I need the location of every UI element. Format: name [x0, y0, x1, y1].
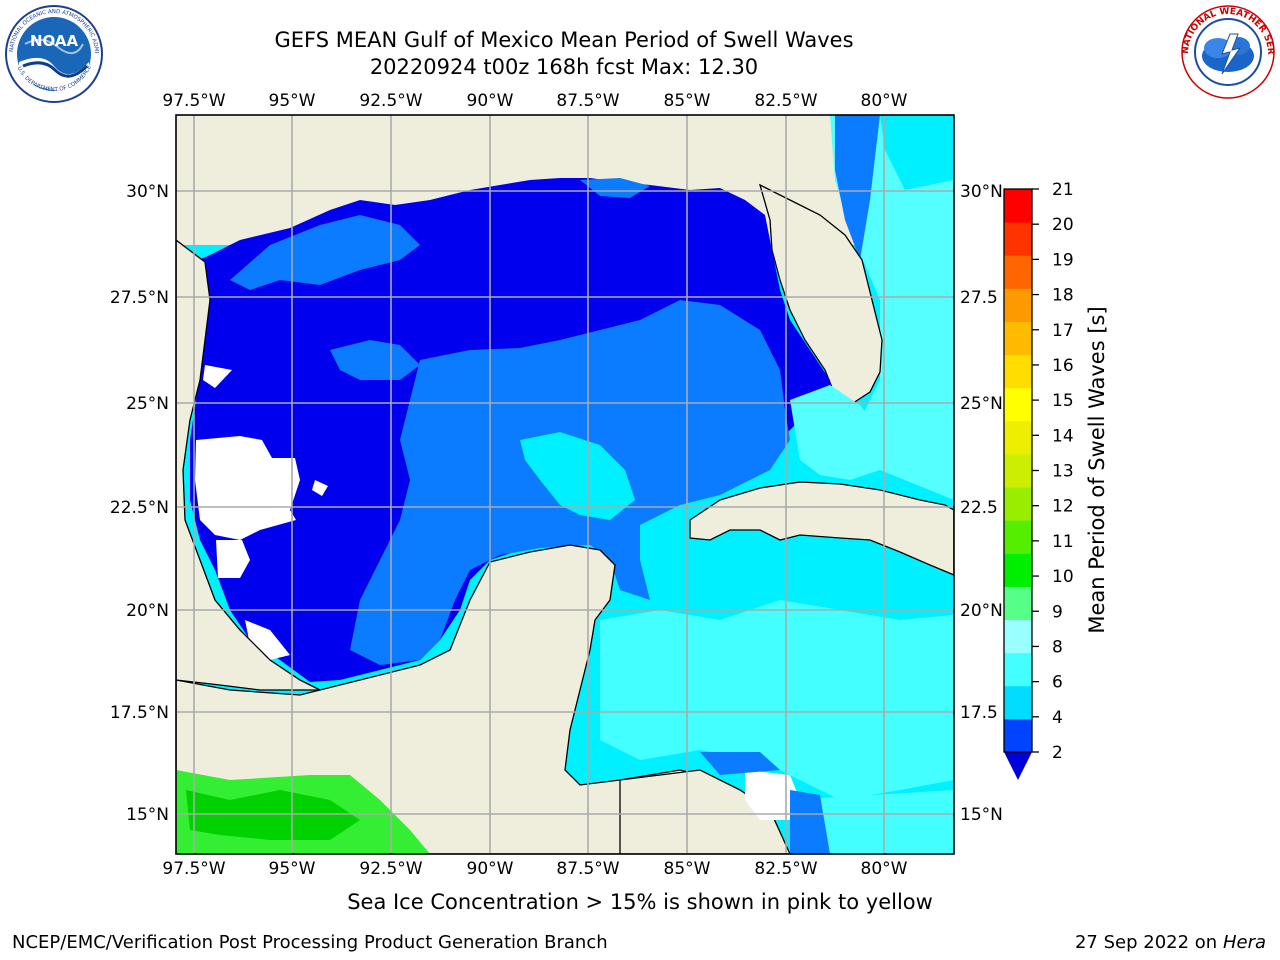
- colorbar-tick-label: 8: [1052, 637, 1063, 657]
- footer-host: Hera: [1222, 932, 1266, 953]
- colorbar-band: [1004, 387, 1032, 422]
- colorbar-tick-label: 4: [1052, 708, 1063, 728]
- lon-label: 95°W: [269, 859, 316, 879]
- lon-label: 97.5°W: [162, 91, 225, 111]
- sea-ice-note: Sea Ice Concentration > 15% is shown in …: [347, 890, 933, 914]
- colorbar-tick-label: 17: [1052, 321, 1074, 341]
- colorbar-tick-label: 13: [1052, 462, 1074, 482]
- florida: [758, 183, 883, 406]
- lon-label: 87.5°W: [556, 859, 619, 879]
- lon-label: 82.5°W: [754, 859, 817, 879]
- colorbar-tick-label: 12: [1052, 497, 1074, 517]
- lat-label: 27.5: [960, 288, 998, 308]
- colorbar-band: [1004, 553, 1032, 587]
- colorbar-band: [1004, 685, 1032, 720]
- lat-label: 30°N: [960, 182, 1003, 202]
- colorbar-tick-label: 15: [1052, 391, 1074, 411]
- lat-label: 27.5°N: [110, 288, 169, 308]
- colorbar-band: [1004, 520, 1032, 554]
- lat-label: 30°N: [126, 182, 169, 202]
- lat-label: 17.5°N: [110, 703, 169, 723]
- colorbar-band: [1004, 487, 1032, 521]
- colorbar-tick-label: 19: [1052, 250, 1074, 270]
- colorbar-band: [1004, 586, 1032, 621]
- lat-labels-left: 30°N 27.5°N 25°N 22.5°N 20°N 17.5°N 15°N: [110, 182, 169, 825]
- lon-label: 90°W: [467, 91, 514, 111]
- lat-label: 15°N: [126, 805, 169, 825]
- mexico-west: [176, 239, 321, 691]
- lat-label: 20°N: [126, 601, 169, 621]
- map-subtitle: 20220924 t00z 168h fcst Max: 12.30: [369, 55, 759, 79]
- lon-label: 80°W: [861, 859, 908, 879]
- lat-label: 20°N: [960, 601, 1003, 621]
- lon-label: 85°W: [664, 859, 711, 879]
- footer-date-text: 27 Sep 2022 on: [1074, 932, 1218, 953]
- lat-label: 15°N: [960, 805, 1003, 825]
- lon-label: 95°W: [269, 91, 316, 111]
- lat-label: 25°N: [126, 394, 169, 414]
- gulf-cyan-patch: [520, 432, 635, 520]
- lon-label: 90°W: [467, 859, 514, 879]
- colorbar-tick-label: 16: [1052, 356, 1074, 376]
- nodata-patch: [195, 436, 300, 540]
- gridlines: [176, 115, 954, 854]
- colorbar-band: [1004, 189, 1032, 223]
- lon-label: 85°W: [664, 91, 711, 111]
- colorbar-tick-label: 21: [1052, 180, 1074, 200]
- colorbar-tick-label: 9: [1052, 602, 1063, 622]
- colorbar-tick-label: 18: [1052, 286, 1074, 306]
- colorbar-band: [1004, 288, 1032, 322]
- colorbar-band: [1004, 718, 1032, 753]
- lon-label: 80°W: [861, 91, 908, 111]
- lat-label: 22.5°N: [110, 498, 169, 518]
- national-weather-service-logo: NATIONAL WEATHER SERVICE: [1178, 4, 1275, 99]
- colorbar-tick-label: 2: [1052, 743, 1063, 763]
- colorbar-band: [1004, 420, 1032, 455]
- lon-label: 92.5°W: [359, 859, 422, 879]
- colorbar-tick-label: 10: [1052, 567, 1074, 587]
- lon-label: 87.5°W: [556, 91, 619, 111]
- colorbar-label: Mean Period of Swell Waves [s]: [1085, 306, 1109, 633]
- lat-label: 17.5: [960, 703, 998, 723]
- colorbar-band: [1004, 652, 1032, 687]
- colorbar-band: [1004, 321, 1032, 356]
- colorbar-tick-label: 11: [1052, 532, 1074, 552]
- colorbar-tick-label: 20: [1052, 215, 1074, 235]
- lat-label: 22.5: [960, 498, 998, 518]
- colorbar-tick-label: 14: [1052, 426, 1074, 446]
- noaa-logo-text: NOAA: [30, 32, 79, 50]
- cuba: [689, 481, 954, 576]
- lon-label: 97.5°W: [162, 859, 225, 879]
- colorbar: 2 4 6 8 9 10 11 12 13 14 15 16 17 18 19 20 21 Mean Perio…: [1003, 180, 1109, 780]
- colorbar-band: [1004, 453, 1032, 488]
- noaa-logo: NOAA NATIONAL OCEANIC AND ATMOSPHERIC AD…: [3, 4, 103, 103]
- colorbar-band: [1004, 354, 1032, 389]
- lon-label: 92.5°W: [359, 91, 422, 111]
- caribbean-swell: [600, 600, 954, 800]
- map-title: GEFS MEAN Gulf of Mexico Mean Period of …: [274, 28, 854, 52]
- lat-label: 25°N: [960, 394, 1003, 414]
- colorbar-band: [1004, 619, 1032, 654]
- footer-date: 27 Sep 2022 on Hera: [1075, 932, 1266, 953]
- lon-labels-top: 97.5°W 95°W 92.5°W 90°W 87.5°W 85°W 82.5…: [162, 91, 907, 111]
- footer-credit: NCEP/EMC/Verification Post Processing Pr…: [12, 932, 608, 953]
- colorbar-extend-triangle: [1004, 752, 1032, 780]
- lat-labels-right: 30°N 27.5 25°N 22.5 20°N 17.5 15°N: [960, 182, 1003, 825]
- colorbar-band: [1004, 255, 1032, 289]
- colorbar-band: [1004, 222, 1032, 256]
- map-frame: [175, 114, 955, 855]
- lon-labels-bottom: 97.5°W 95°W 92.5°W 90°W 87.5°W 85°W 82.5…: [162, 859, 907, 879]
- lon-label: 82.5°W: [754, 91, 817, 111]
- map-body: [176, 115, 954, 854]
- colorbar-tick-label: 6: [1052, 673, 1063, 693]
